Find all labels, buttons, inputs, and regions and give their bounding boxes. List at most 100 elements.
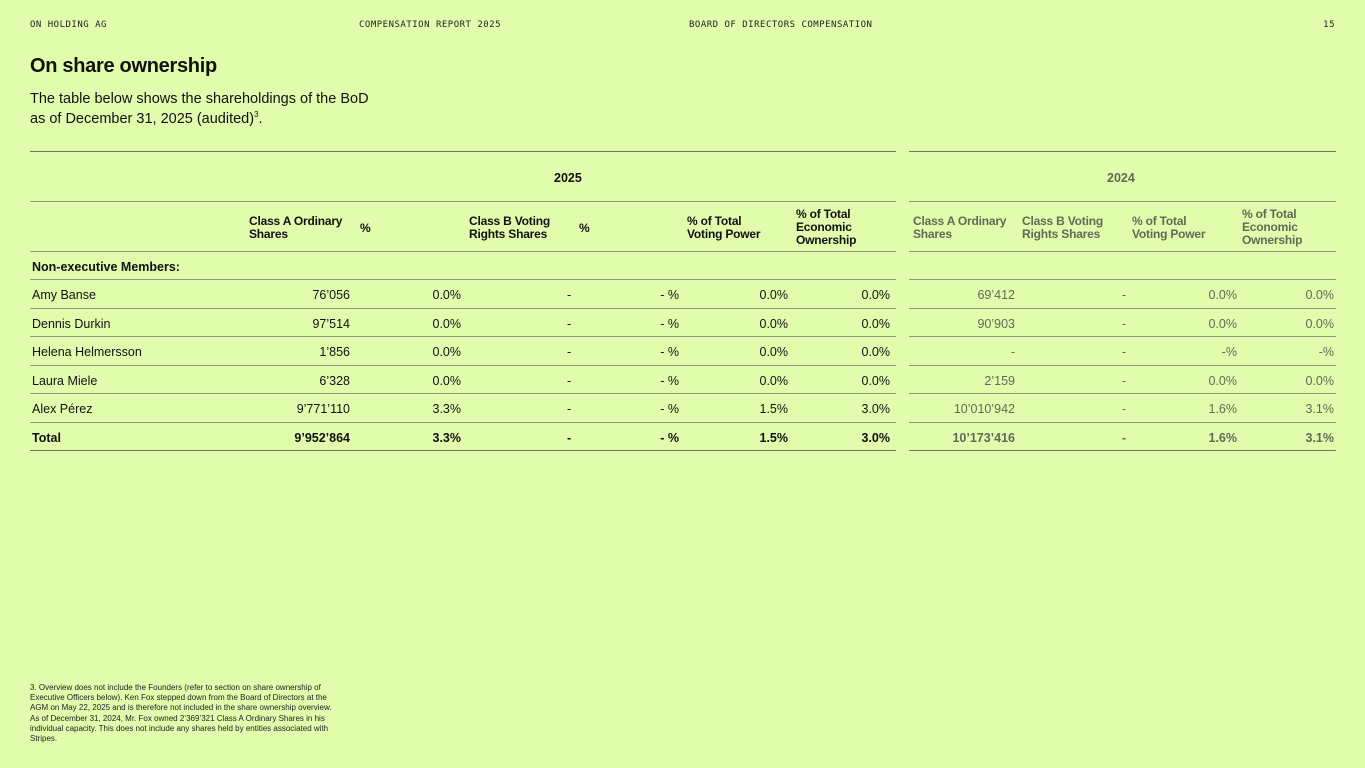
cell: 9’952’864 bbox=[294, 430, 350, 445]
cell: 10’010’942 bbox=[953, 402, 1015, 416]
col-class-b-pct: % bbox=[579, 221, 590, 235]
cell: - bbox=[567, 402, 572, 416]
cell: 2’159 bbox=[984, 373, 1015, 388]
cell: - bbox=[567, 430, 572, 445]
cell: - % bbox=[660, 402, 679, 416]
cell: 1.6% bbox=[1208, 402, 1238, 416]
cell: - bbox=[1122, 402, 1127, 416]
cell: - % bbox=[660, 345, 679, 359]
company-name: ON HOLDING AG bbox=[30, 20, 107, 30]
cell: 3.0% bbox=[861, 430, 891, 445]
cell: 0.0% bbox=[861, 373, 891, 388]
cell: - % bbox=[660, 316, 679, 331]
cell: 0.0% bbox=[1208, 288, 1238, 302]
header-row: Class A Ordinary Shares Class B Voting R… bbox=[909, 202, 1336, 252]
table-row: Alex Pérez 9’771’110 3.3% - - % 1.5% 3.0% bbox=[30, 394, 896, 423]
cell: 0.0% bbox=[759, 345, 789, 359]
cell: 1’856 bbox=[319, 345, 350, 359]
page-number: 15 bbox=[1323, 20, 1335, 30]
cell: 6’328 bbox=[319, 373, 350, 388]
member-name: Laura Miele bbox=[32, 373, 98, 388]
page-title: On share ownership bbox=[30, 55, 217, 77]
cell: 1.5% bbox=[759, 430, 789, 445]
cell: 10’173’416 bbox=[952, 430, 1015, 445]
member-name: Alex Pérez bbox=[32, 402, 93, 416]
cell: 0.0% bbox=[1305, 288, 1335, 302]
group-label: Non-executive Members: bbox=[32, 260, 180, 274]
col-class-b: Class B Voting Rights Shares bbox=[1022, 214, 1103, 241]
intro-end: . bbox=[258, 110, 263, 127]
table-row: 10’010’942 - 1.6% 3.1% bbox=[909, 394, 1336, 423]
section-name: BOARD OF DIRECTORS COMPENSATION bbox=[689, 20, 873, 30]
cell: 3.0% bbox=[861, 402, 891, 416]
col-class-b: Class B Voting Rights Shares bbox=[469, 214, 550, 241]
table-row: 69’412 - 0.0% 0.0% bbox=[909, 280, 1336, 309]
member-name: Dennis Durkin bbox=[32, 316, 111, 331]
table-row: 90’903 - 0.0% 0.0% bbox=[909, 309, 1336, 337]
cell: - bbox=[1122, 373, 1127, 388]
member-name: Helena Helmersson bbox=[32, 345, 142, 359]
table-row: - - -% -% bbox=[909, 337, 1336, 366]
cell: 0.0% bbox=[861, 288, 891, 302]
col-economic-ownership: % of Total Economic Ownership bbox=[1242, 207, 1303, 247]
cell: 0.0% bbox=[759, 288, 789, 302]
cell: 1.5% bbox=[759, 402, 789, 416]
intro-text: The table below shows the shareholdings … bbox=[30, 91, 370, 127]
cell: -% bbox=[1318, 345, 1334, 359]
cell: 0.0% bbox=[432, 345, 462, 359]
header-row: Class A Ordinary Shares % Class B Voting… bbox=[30, 202, 896, 252]
table-2025: 2025 Class A Ordinary Shares % Class B V… bbox=[30, 151, 896, 451]
table-2024: 2024 Class A Ordinary Shares Class B Vot… bbox=[909, 151, 1336, 451]
year-2025: 2025 bbox=[554, 171, 582, 185]
cell: 1.6% bbox=[1208, 430, 1238, 445]
col-voting-power: % of Total Voting Power bbox=[687, 214, 761, 241]
cell: - bbox=[567, 345, 572, 359]
cell: - bbox=[1122, 288, 1127, 302]
cell: 0.0% bbox=[1305, 316, 1335, 331]
cell: - % bbox=[660, 373, 679, 388]
col-class-a-pct: % bbox=[360, 221, 371, 235]
table-row: Laura Miele 6’328 0.0% - - % 0.0% 0.0% bbox=[30, 366, 896, 394]
cell: 0.0% bbox=[1208, 316, 1238, 331]
table-row: Dennis Durkin 97’514 0.0% - - % 0.0% 0.0% bbox=[30, 309, 896, 337]
cell: - bbox=[1122, 345, 1127, 359]
cell: 0.0% bbox=[432, 373, 462, 388]
report-name: COMPENSATION REPORT 2025 bbox=[359, 20, 502, 30]
cell: - % bbox=[660, 430, 679, 445]
cell: - bbox=[1010, 345, 1015, 359]
total-row: 10’173’416 - 1.6% 3.1% bbox=[909, 423, 1336, 451]
cell: 3.1% bbox=[1305, 402, 1335, 416]
table-row: Amy Banse 76’056 0.0% - - % 0.0% 0.0% bbox=[30, 280, 896, 309]
cell: 0.0% bbox=[861, 316, 891, 331]
cell: 90’903 bbox=[977, 316, 1015, 331]
cell: - bbox=[1122, 316, 1127, 331]
cell: 9’771’110 bbox=[296, 402, 350, 416]
cell: 0.0% bbox=[1208, 373, 1238, 388]
footnote: 3. Overview does not include the Founder… bbox=[30, 683, 332, 744]
cell: 0.0% bbox=[759, 373, 789, 388]
cell: 0.0% bbox=[759, 316, 789, 331]
member-name: Amy Banse bbox=[32, 288, 96, 302]
col-voting-power: % of Total Voting Power bbox=[1132, 214, 1206, 241]
cell: -% bbox=[1221, 345, 1237, 359]
cell: - bbox=[567, 373, 572, 388]
footnote-ref: 3 bbox=[254, 110, 259, 119]
intro-body: The table below shows the shareholdings … bbox=[30, 91, 369, 127]
member-name: Total bbox=[32, 430, 61, 445]
col-class-a: Class A Ordinary Shares bbox=[913, 214, 1007, 241]
year-2024: 2024 bbox=[1107, 171, 1135, 185]
cell: - bbox=[567, 316, 572, 331]
cell: 0.0% bbox=[1305, 373, 1335, 388]
cell: 3.3% bbox=[432, 430, 462, 445]
cell: - bbox=[567, 288, 572, 302]
table-row: Helena Helmersson 1’856 0.0% - - % 0.0% 0.0% bbox=[30, 337, 896, 366]
cell: 3.3% bbox=[432, 402, 462, 416]
cell: 97’514 bbox=[312, 316, 350, 331]
cell: 0.0% bbox=[432, 288, 462, 302]
col-economic-ownership: % of Total Economic Ownership bbox=[796, 207, 857, 247]
cell: 76’056 bbox=[312, 288, 350, 302]
cell: 0.0% bbox=[432, 316, 462, 331]
cell: 3.1% bbox=[1305, 430, 1335, 445]
table-row: 2’159 - 0.0% 0.0% bbox=[909, 366, 1336, 394]
cell: - bbox=[1122, 430, 1127, 445]
